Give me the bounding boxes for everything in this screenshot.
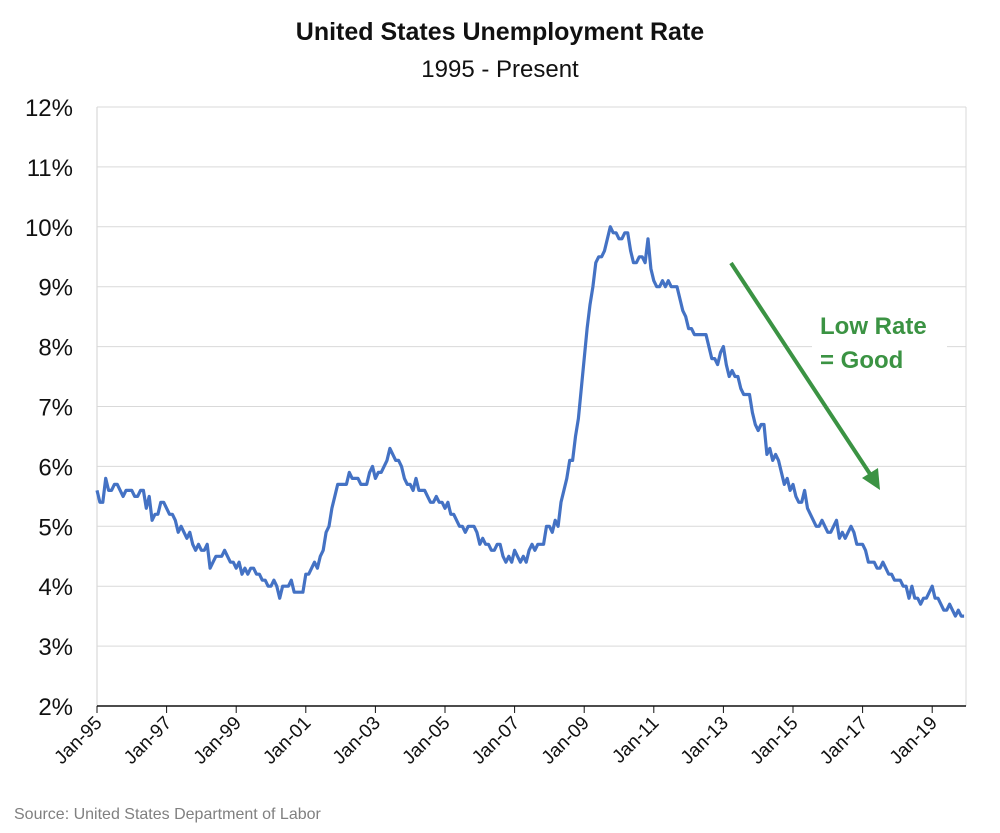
x-tick-label: Jan-19 [886,713,942,769]
x-tick-label: Jan-09 [538,713,594,769]
x-tick-label: Jan-17 [816,713,872,769]
chart-title: United States Unemployment Rate [295,18,705,46]
y-tick-label: 2% [38,694,73,721]
x-tick-label: Jan-07 [468,713,524,769]
annotation-arrow-head [862,468,880,490]
gridlines [96,106,967,707]
unemployment-rate-line [95,225,965,618]
y-tick-label: 7% [38,395,73,422]
x-tick-label: Jan-97 [120,713,176,769]
x-tick-label: Jan-13 [677,713,733,769]
x-tick-label: Jan-01 [259,713,315,769]
x-tick-label: Jan-03 [329,713,385,769]
x-tick-label: Jan-11 [608,713,663,768]
x-tick-label: Jan-05 [399,713,455,769]
x-tick-label: Jan-15 [747,713,803,769]
annotation: Low Rate = Good [729,261,947,490]
y-tick-label: 6% [38,454,73,481]
y-tick-label: 8% [38,335,73,362]
chart-subtitle: 1995 - Present [421,56,579,83]
y-axis-ticks: 2% 3% 4% 5% 6% 7% 8% 9% 10% 11% 12% [25,95,73,721]
x-tick-label: Jan-95 [51,713,107,769]
y-tick-label: 9% [38,275,73,302]
y-tick-label: 3% [38,634,73,661]
series-line-group [95,225,965,618]
source-note: Source: United States Department of Labo… [14,806,321,823]
y-tick-label: 12% [25,95,73,122]
y-tick-label: 10% [25,215,73,242]
annotation-arrow-shaft [729,261,874,479]
y-tick-label: 11% [27,155,73,182]
annotation-line-1: Low Rate [820,313,927,340]
x-tick-label: Jan-99 [190,713,246,769]
y-tick-label: 4% [38,574,73,601]
y-tick-label: 5% [38,514,73,541]
annotation-line-2: = Good [820,347,903,374]
x-axis-ticks: Jan-95 Jan-97 Jan-99 Jan-01 Jan-03 Jan-05 Jan-… [51,706,942,769]
